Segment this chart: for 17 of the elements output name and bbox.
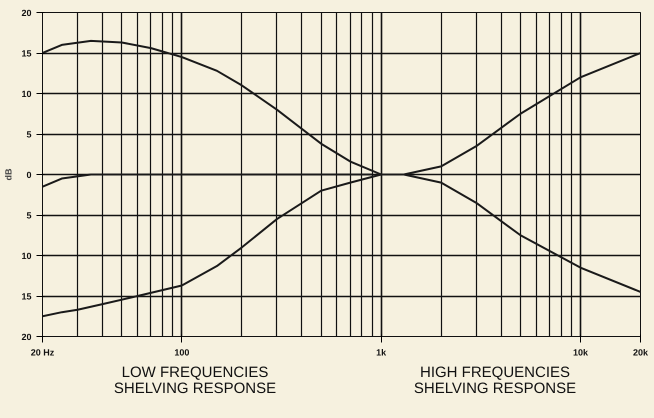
y-axis-title: dB [3,168,14,180]
x-tick-label: 10k [572,348,589,358]
text: HIGH FREQUENCIES SHELVING RESPONSE [412,364,578,397]
y-tick-label: 15 [21,292,32,302]
y-tick-label: 20 [21,8,32,18]
y-tick-label: 15 [21,48,32,58]
y-tick-label: 5 [26,210,32,220]
y-tick-label: 10 [21,89,32,99]
y-tick-label: 10 [21,251,32,261]
y-tick-label: 20 [21,332,32,342]
y-tick-label: 5 [26,130,32,140]
x-tick-label: 20k [632,348,650,358]
x-tick-label: 20 Hz [30,348,55,358]
y-tick-label: 0 [26,170,32,180]
x-tick-label: 1k [376,348,388,358]
text: LOW FREQUENCIES SHELVING RESPONSE [112,364,278,397]
x-tick-label: 100 [174,348,190,358]
